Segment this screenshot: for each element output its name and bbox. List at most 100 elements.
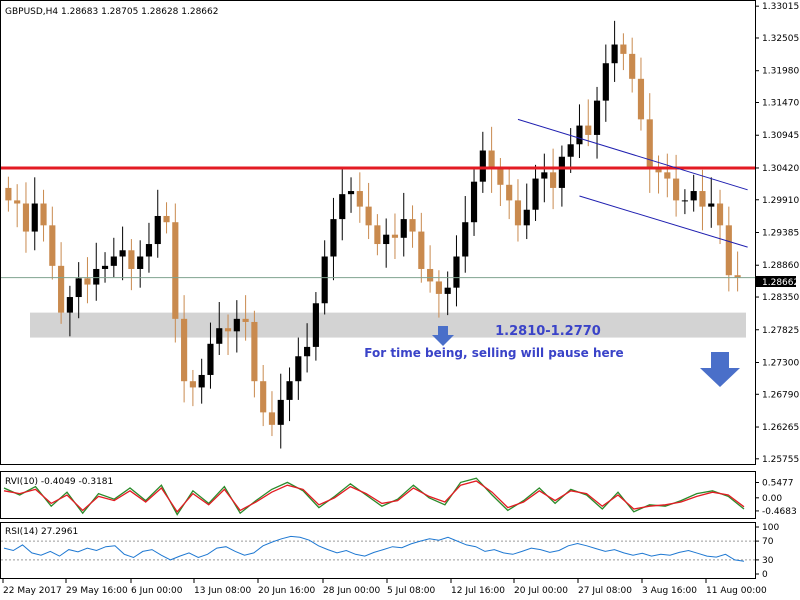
rvi-tick-label: 0.5477 <box>762 478 794 488</box>
candle-body <box>49 225 56 266</box>
candle-body <box>356 191 363 207</box>
candle-body <box>506 184 513 201</box>
candle-body <box>664 172 671 179</box>
candle-body <box>479 150 486 182</box>
candle-body <box>14 200 21 204</box>
candle-body <box>137 256 144 269</box>
price-tick-label: 1.27300 <box>762 358 799 368</box>
candle-body <box>558 156 565 188</box>
rvi-plot: 0.5477 0.00 -0.4683 <box>3 477 797 517</box>
candle-body <box>216 328 223 344</box>
time-tick-label: 27 Jul 08:00 <box>578 586 632 596</box>
candle-body <box>673 178 680 201</box>
rvi-header: RVI(10) -0.4049 -0.3181 <box>5 477 113 487</box>
candle-body <box>154 215 161 245</box>
rvi-signal-line <box>3 480 745 513</box>
candle-body <box>40 203 47 226</box>
candle-body <box>5 187 12 201</box>
candle-body <box>172 222 179 319</box>
candle-body <box>145 244 153 257</box>
candle-body <box>400 219 407 238</box>
price-tick-label: 1.29910 <box>762 196 799 206</box>
price-tick-label: 1.27825 <box>762 326 799 336</box>
candle-body <box>567 144 574 157</box>
time-tick-label: 29 May 16:00 <box>66 586 128 596</box>
price-tick-label: 1.31980 <box>762 67 799 77</box>
candle-body <box>523 209 530 226</box>
candle-body <box>470 181 478 223</box>
rvi-tick-label: 0.00 <box>762 494 782 504</box>
rsi-tick-label: 100 <box>762 523 779 533</box>
candle-body <box>391 234 399 238</box>
time-tick-label: 11 Aug 00:00 <box>706 586 767 596</box>
price-tick-label: 1.28350 <box>762 293 799 303</box>
time-tick-label: 3 Aug 16:00 <box>642 586 697 596</box>
candle-body <box>224 328 232 332</box>
candle-body <box>690 191 697 201</box>
time-tick-label: 13 Jun 08:00 <box>194 586 251 596</box>
price-tick-label: 1.26265 <box>762 423 799 433</box>
candle-body <box>251 321 258 382</box>
candle-body <box>268 412 276 425</box>
rvi-tick-label: -0.4683 <box>762 507 797 517</box>
candle-body <box>435 281 442 294</box>
time-axis: 22 May 2017 29 May 16:00 6 Jun 00:00 13 Jun… <box>2 578 767 596</box>
candle-body <box>31 203 38 232</box>
candle-body <box>347 191 355 195</box>
candle-body <box>593 100 601 135</box>
rsi-tick-label: 0 <box>762 570 768 580</box>
candle-body <box>620 44 627 54</box>
candle-body <box>110 256 117 266</box>
arrows-layer <box>432 326 740 387</box>
rsi-panel-frame <box>0 522 756 579</box>
candle-body <box>453 256 460 288</box>
price-tick-label: 1.26790 <box>762 390 799 400</box>
candle-body <box>374 225 381 245</box>
candle-body <box>541 172 548 179</box>
candle-body <box>629 53 636 79</box>
rsi-line <box>3 535 745 562</box>
rsi-tick-label: 70 <box>762 537 774 547</box>
candle-body <box>532 178 539 210</box>
candle-body <box>497 169 504 185</box>
rsi-header: RSI(14) 27.2961 <box>5 527 78 537</box>
candle-body <box>462 222 469 257</box>
candle-body <box>84 278 91 285</box>
candle-body <box>286 381 293 400</box>
rsi-plot: 100 70 30 0 <box>1 523 779 580</box>
time-tick-label: 5 Jul 08:00 <box>387 586 436 596</box>
rvi-main-line <box>3 477 745 516</box>
candle-body <box>550 172 557 188</box>
candle-body <box>611 44 618 64</box>
candle-body <box>163 215 170 223</box>
candle-body <box>295 356 302 382</box>
candle-body <box>602 63 609 101</box>
price-tick-label: 1.30420 <box>762 164 799 174</box>
price-tick-label: 1.25755 <box>762 455 799 465</box>
time-tick-label: 12 Jul 16:00 <box>451 586 505 596</box>
candle-body <box>128 250 135 269</box>
candle-body <box>75 278 82 298</box>
candle-body <box>488 150 495 170</box>
rvi-panel-frame <box>0 471 756 519</box>
price-tick-label: 1.30945 <box>762 131 799 141</box>
current-price-tag <box>756 276 796 287</box>
price-tick-label: 1.28860 <box>762 261 799 271</box>
candle-body <box>321 256 328 304</box>
candle-body <box>655 169 662 173</box>
main-header: GBPUSD,H4 1.28683 1.28705 1.28628 1.2866… <box>5 7 218 17</box>
candle-body <box>418 231 425 269</box>
candle-body <box>708 203 715 207</box>
candle-body <box>101 265 109 269</box>
small-down-arrow-icon <box>432 326 454 346</box>
candle-body <box>58 265 65 313</box>
candle-body <box>734 275 741 278</box>
channel-lower-line <box>579 195 748 248</box>
price-tick-label: 1.29385 <box>762 229 799 239</box>
candle-body <box>576 125 583 145</box>
candle-body <box>427 268 434 282</box>
candle-body <box>383 234 390 245</box>
support-zone-layer <box>30 312 746 338</box>
candle-body <box>189 381 196 388</box>
